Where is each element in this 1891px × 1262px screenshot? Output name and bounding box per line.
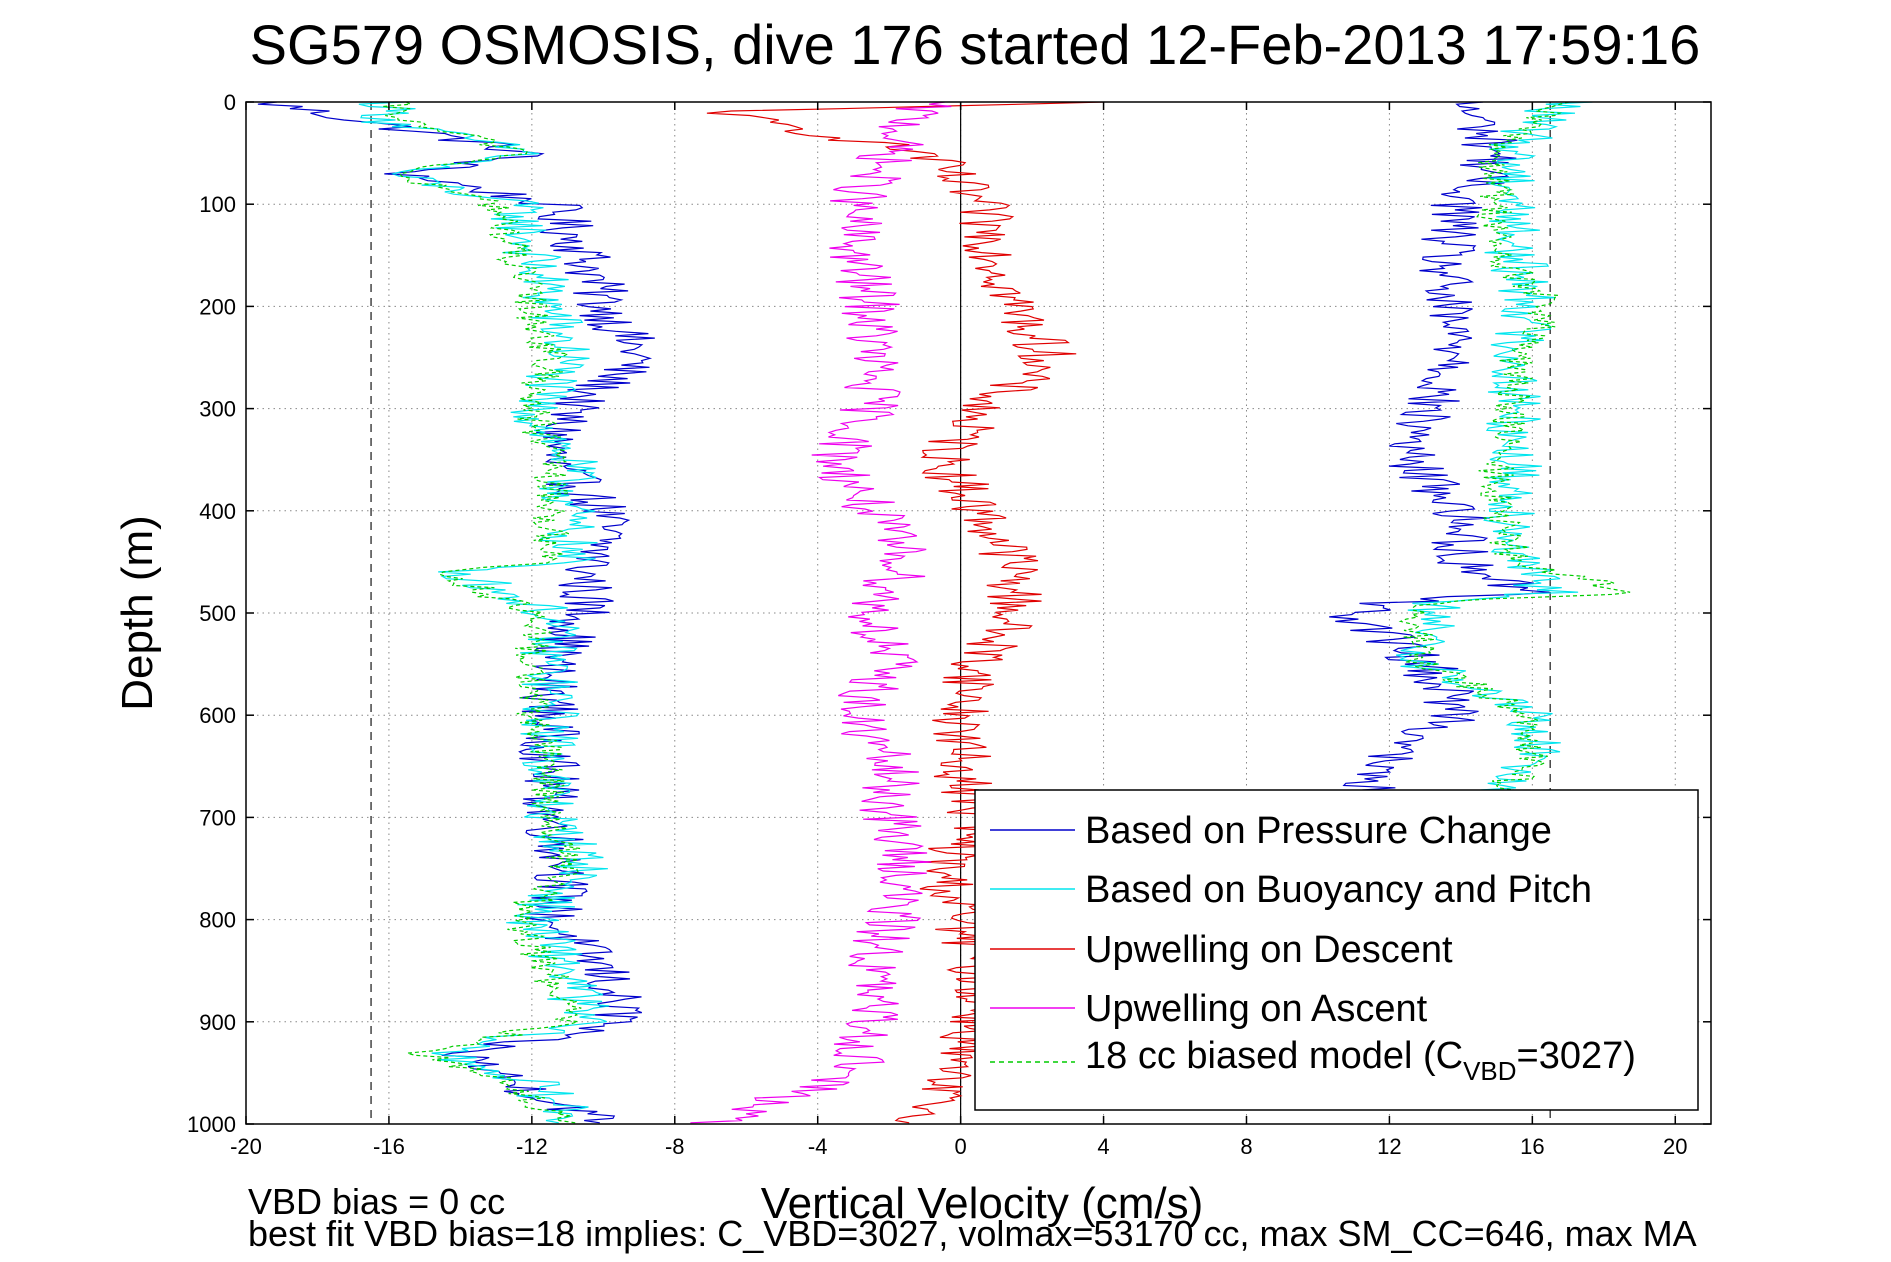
- series-line-3: [690, 102, 952, 1124]
- series-line-7: [1398, 102, 1631, 818]
- x-tick-label: 20: [1663, 1134, 1687, 1159]
- y-tick-label: 900: [199, 1010, 236, 1035]
- x-tick-label: -20: [230, 1134, 262, 1159]
- y-tick-label: 600: [199, 703, 236, 728]
- legend-label-buoyancy: Based on Buoyancy and Pitch: [1085, 869, 1592, 911]
- legend-model-prefix: 18 cc biased model (C: [1085, 1035, 1463, 1077]
- y-tick-label: 0: [224, 90, 236, 115]
- legend-label-pressure: Based on Pressure Change: [1085, 810, 1552, 852]
- x-tick-label: -12: [516, 1134, 548, 1159]
- legend-box: [974, 789, 1699, 1111]
- legend-model-subscript: VBD: [1463, 1056, 1516, 1086]
- legend-label-upwelling-descent: Upwelling on Descent: [1085, 929, 1453, 971]
- y-tick-label: 100: [199, 192, 236, 217]
- legend: Based on Pressure Change Based on Buoyan…: [974, 789, 1699, 1111]
- x-tick-label: 12: [1377, 1134, 1401, 1159]
- x-tick-label: -4: [808, 1134, 828, 1159]
- series-line-4: [1329, 102, 1550, 818]
- x-tick-label: 0: [955, 1134, 967, 1159]
- y-axis-label: Depth (m): [113, 515, 162, 711]
- x-axis-ticks: -20 -16 -12 -8 -4 0 4 8 12 16 20: [230, 102, 1688, 1159]
- x-tick-label: -16: [373, 1134, 405, 1159]
- y-tick-label: 700: [199, 805, 236, 830]
- note-best-fit: best fit VBD bias=18 implies: C_VBD=3027…: [248, 1213, 1697, 1254]
- y-tick-label: 800: [199, 908, 236, 933]
- series-line-6: [382, 102, 582, 1124]
- chart-title: SG579 OSMOSIS, dive 176 started 12-Feb-2…: [250, 13, 1701, 76]
- y-tick-label: 500: [199, 601, 236, 626]
- x-axis-label: Vertical Velocity (cm/s): [761, 1179, 1204, 1228]
- note-vbd-bias: VBD bias = 0 cc: [248, 1181, 505, 1222]
- x-tick-label: -8: [665, 1134, 685, 1159]
- x-tick-label: 8: [1240, 1134, 1252, 1159]
- y-tick-label: 200: [199, 294, 236, 319]
- series-group: [257, 102, 1631, 1124]
- series-line-1: [358, 102, 610, 1124]
- x-tick-label: 16: [1520, 1134, 1544, 1159]
- legend-label-upwelling-ascent: Upwelling on Ascent: [1085, 988, 1428, 1030]
- y-axis-ticks: 0 100 200 300 400 500 600 700 800 900 1000: [187, 90, 1711, 1137]
- reference-lines: [370, 102, 1551, 1124]
- y-tick-label: 400: [199, 499, 236, 524]
- x-tick-label: 4: [1097, 1134, 1109, 1159]
- legend-model-suffix: =3027): [1517, 1035, 1636, 1077]
- series-line-0: [257, 102, 655, 1124]
- plot-area: [257, 102, 1631, 1124]
- legend-label-biased-model: 18 cc biased model (CVBD=3027): [1085, 1035, 1636, 1086]
- y-tick-label: 300: [199, 397, 236, 422]
- y-tick-label: 1000: [187, 1112, 236, 1137]
